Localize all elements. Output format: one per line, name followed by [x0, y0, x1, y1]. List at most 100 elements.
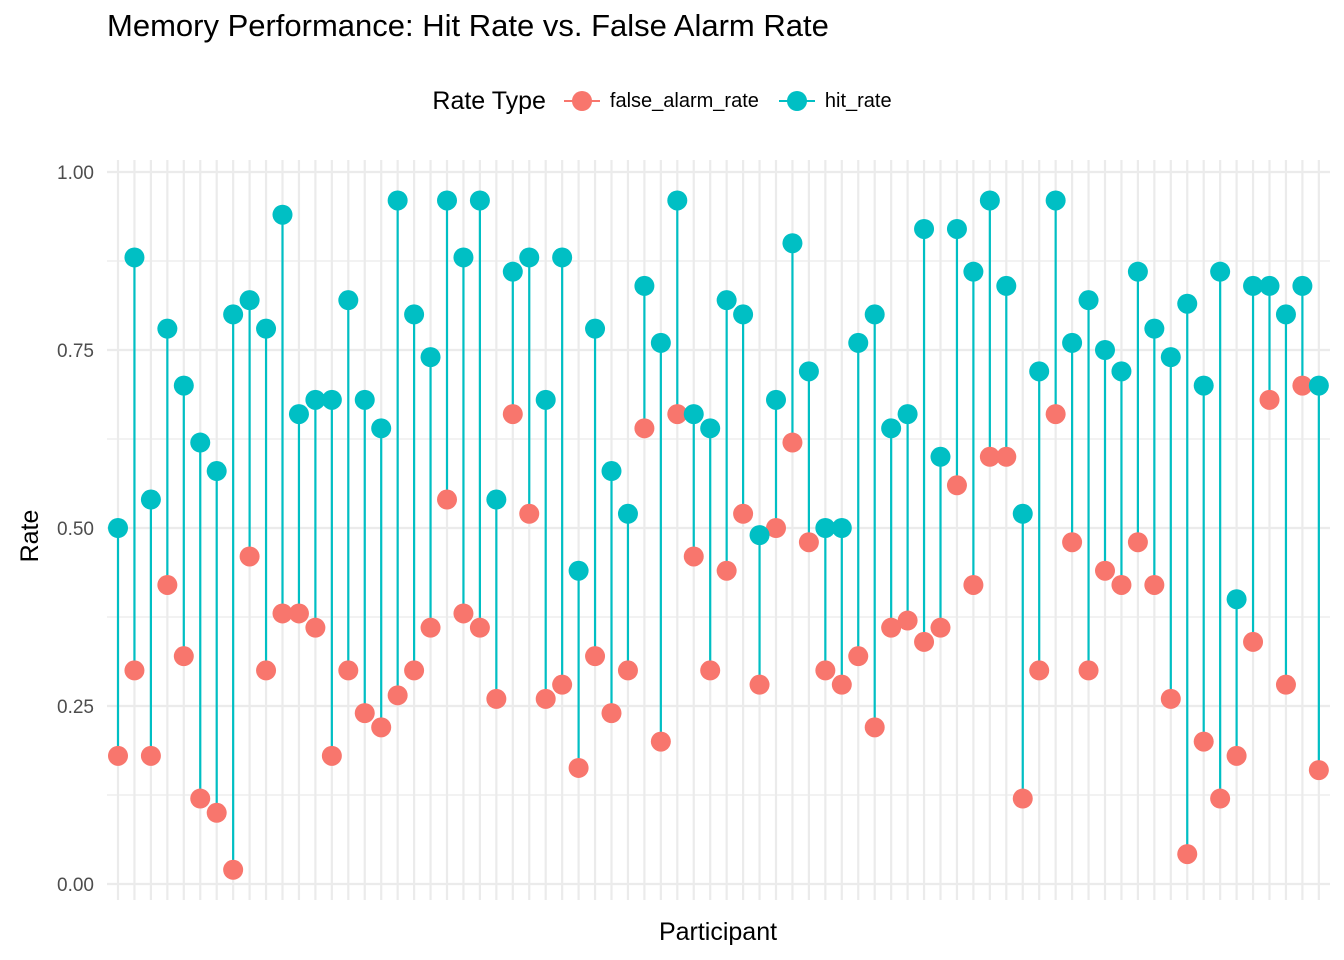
false-alarm-point [404, 660, 425, 681]
hit-rate-point [552, 247, 573, 268]
hit-rate-point [700, 418, 721, 439]
false-alarm-point [1160, 688, 1181, 709]
hit-rate-point [437, 190, 457, 211]
hit-rate-point [1062, 332, 1083, 353]
hit-rate-point [453, 247, 474, 268]
false-alarm-point [108, 745, 128, 766]
hit-rate-point [173, 375, 194, 396]
false-alarm-point [914, 631, 935, 652]
y-tick-label: 0.75 [57, 341, 94, 362]
false-alarm-point [1193, 731, 1214, 752]
false-alarm-point [206, 802, 227, 823]
hit-rate-point [667, 190, 688, 211]
false-alarm-point [963, 574, 984, 595]
hit-rate-point [1127, 261, 1148, 282]
false-alarm-point [453, 603, 474, 624]
hit-rate-point [535, 389, 556, 410]
hit-rate-point [502, 261, 523, 282]
false-alarm-point [766, 518, 786, 538]
false-alarm-point [848, 646, 869, 667]
hit-rate-point [288, 404, 309, 425]
false-alarm-point [1078, 660, 1099, 681]
legend-item-false-alarm-rate: false_alarm_rate [563, 89, 759, 113]
false-alarm-point [1226, 745, 1247, 766]
hit-rate-point [1095, 340, 1115, 360]
hit-rate-point [1243, 275, 1264, 296]
false-alarm-point [1029, 660, 1050, 681]
hit-rate-point [140, 489, 161, 510]
hit-rate-point [338, 290, 359, 311]
hit-rate-point [881, 418, 902, 439]
hit-rate-point [1144, 318, 1165, 339]
hit-rate-point [1226, 589, 1247, 610]
hit-rate-point [782, 233, 803, 254]
hit-rate-point [239, 290, 260, 311]
false-alarm-point [667, 404, 688, 425]
hit-rate-point [815, 518, 836, 538]
hit-rate-point [1160, 347, 1181, 368]
false-alarm-point [798, 532, 819, 553]
hit-rate-point [979, 190, 1000, 211]
hit-rate-point [124, 247, 145, 268]
false-alarm-point [519, 503, 540, 524]
hit-rate-point [519, 247, 540, 268]
false-alarm-point [173, 646, 194, 667]
hit-rate-point [256, 318, 277, 339]
legend-item-hit-rate: hit_rate [778, 89, 892, 113]
false-alarm-point [1308, 760, 1329, 781]
false-alarm-point [1012, 788, 1033, 809]
false-alarm-point [1045, 404, 1066, 425]
false-alarm-point [749, 674, 770, 695]
false-alarm-point [1275, 674, 1296, 695]
hit-rate-point [1308, 375, 1329, 396]
false-alarm-point [469, 617, 490, 638]
false-alarm-point [1210, 788, 1231, 809]
false-alarm-point [124, 660, 145, 681]
hit-rate-point [371, 418, 392, 439]
false-alarm-point [239, 546, 260, 567]
hit-rate-point [930, 446, 951, 467]
legend-label-false-alarm-rate: false_alarm_rate [609, 89, 759, 112]
hit-rate-points [108, 190, 1329, 610]
y-tick-label: 0.25 [57, 697, 94, 718]
hit-rate-point [1210, 261, 1231, 282]
false-alarm-point [321, 745, 342, 766]
hit-rate-swatch [778, 89, 815, 113]
false-alarm-point [634, 418, 655, 439]
false-alarm-point [585, 646, 606, 667]
hit-rate-point [585, 318, 606, 339]
false-alarm-point [683, 546, 704, 567]
legend: Rate Type false_alarm_rate hit_rate [0, 84, 1344, 118]
hit-rate-point [996, 275, 1017, 296]
hit-rate-point [601, 461, 622, 482]
hit-rate-point [1259, 275, 1280, 296]
hit-rate-point [387, 190, 408, 211]
hit-rate-point [864, 304, 885, 325]
hit-rate-point [305, 389, 326, 410]
false-alarm-point [782, 432, 803, 453]
hit-rate-point [683, 404, 704, 425]
false-alarm-point [601, 703, 622, 724]
false-alarm-point [387, 685, 408, 706]
hit-rate-point [1177, 293, 1198, 314]
hit-rate-point [1275, 304, 1296, 325]
false-alarm-point [338, 660, 359, 681]
false-alarm-point [535, 688, 556, 709]
false-alarm-point [864, 717, 885, 738]
false-alarm-point [288, 603, 309, 624]
false-alarm-point [1095, 560, 1115, 581]
hit-rate-point [914, 218, 935, 239]
false-alarm-point [223, 859, 244, 880]
hit-rate-point [1045, 190, 1066, 211]
hit-rate-point [321, 389, 342, 410]
hit-rate-point [568, 560, 589, 581]
false-alarm-point [486, 688, 507, 709]
hit-rate-point [1193, 375, 1214, 396]
hit-rate-point [420, 347, 441, 368]
hit-rate-point [404, 304, 425, 325]
false-alarm-point [502, 404, 523, 425]
false-alarm-point [190, 788, 211, 809]
y-axis-label: Rate [16, 510, 44, 563]
false-alarm-point [1243, 631, 1264, 652]
